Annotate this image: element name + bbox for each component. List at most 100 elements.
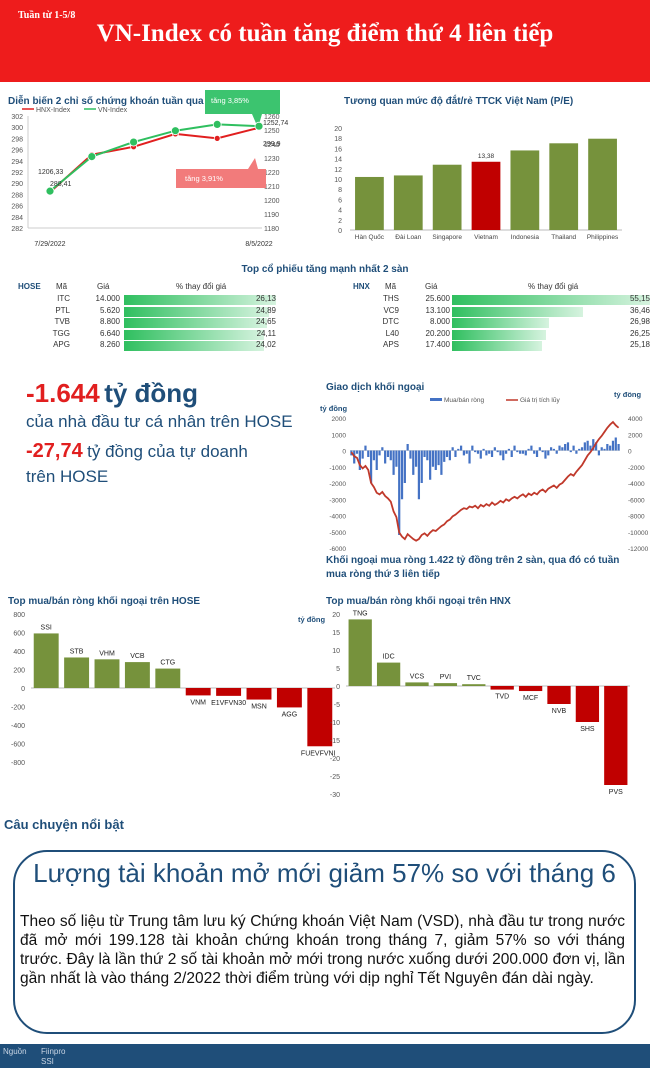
flow-y-tick: 15 [332,630,340,637]
pe-y-tick: 10 [334,177,342,184]
foreign-net-bar [513,445,516,451]
foreign-net-bar [454,450,457,457]
flow-category-label: TVD [495,694,509,701]
stock-code: TVB [54,317,70,326]
foreign-net-bar [443,450,446,462]
foreign-net-bar [372,450,376,461]
flow-bar [604,686,628,785]
foreign-net-bar [420,450,423,483]
flow-category-label: MCF [523,695,538,702]
foreign-net-bar [530,445,533,451]
foreign-left-unit: tỷ đồng [320,404,347,413]
flow-y-tick: 5 [336,666,340,673]
pe-category-label: Hàn Quốc [355,232,385,241]
individual-value: -1.644 [26,378,100,408]
hose-exchange-label: HOSE [18,282,41,291]
foreign-net-bar [355,450,359,454]
foreign-net-bar [507,448,511,451]
stock-change-value: 55,15 [629,294,650,303]
stock-change-value: 24,11 [256,328,276,338]
index-right-tick: 1220 [264,170,280,177]
foreign-net-bar [580,447,584,451]
hose-flow-chart: -800 -600 -400 -200 0 200 400 600 800 tỷ đồng SSI S… [11,612,335,767]
foreign-net-bar [589,445,592,451]
index-right-tick: 1230 [264,156,280,163]
foreign-net-bar [429,450,432,480]
flow-category-label: FUEVFVND [301,750,335,757]
pe-value-label: 13,38 [478,153,495,160]
foreign-net-bar [564,444,567,451]
flow-category-label: VHM [99,650,115,657]
index-left-tick: 296 [11,148,23,155]
stock-price: 20.200 [425,328,450,338]
foreign-net-bar [586,440,589,451]
index-right-tick: 1210 [264,184,280,191]
hnx-col-price: Giá [425,282,438,291]
flow-y-tick: 400 [13,649,25,656]
flow-unit: tỷ đồng [298,615,325,624]
foreign-net-bar [474,450,477,453]
index-left-tick: 286 [11,204,23,211]
individual-unit: tỷ đồng [104,378,199,408]
stock-price: 8.000 [429,317,450,326]
index-right-tick: 1190 [264,212,279,219]
foreign-net-bar [389,450,392,461]
hose-col-price: Giá [97,282,110,291]
week-label: Tuần từ 1-5/8 [18,10,76,21]
foreign-net-bar [496,450,499,453]
hnx-change-label: tăng 3,91% [185,174,223,183]
foreign-net-bar [519,450,522,454]
index-point-vn [45,186,55,196]
flow-category-label: STB [70,648,84,655]
stock-change-bar [452,306,583,317]
pe-category-label: Indonesia [511,234,540,241]
foreign-net-bar [485,450,488,456]
foreign-net-bar [482,448,485,451]
foreign-net-bar [361,450,364,459]
flow-bar [155,668,181,688]
individual-desc: của nhà đầu tư cá nhân trên HOSE [26,412,293,431]
index-right-tick: 1200 [264,198,280,205]
stock-code: DTC [382,317,399,326]
flow-bar [94,659,120,688]
flow-y-tick: -400 [11,723,25,730]
pe-y-tick: 4 [338,208,342,215]
hose-col-change: % thay đổi giá [176,282,227,291]
pe-bar [588,138,617,230]
stock-price: 8.260 [99,340,120,349]
legend-vn-label: VN-Index [98,107,128,114]
foreign-net-bar [434,450,437,470]
top-stocks-title: Top cổ phiếu tăng mạnh nhất 2 sàn [241,264,409,275]
stock-change-value: 24,02 [255,340,276,349]
pe-category-label: Đài Loan [395,234,421,241]
foreign-net-bar [445,450,449,457]
foreign-net-bar [606,444,609,451]
foreign-net-bar [592,439,595,451]
story-title: Lượng tài khoản mở mới giảm 57% so với t… [33,858,616,888]
foreign-net-bar [549,447,553,451]
footer-sources: Fiinpro SSI [41,1047,65,1067]
foreign-net-bar [457,448,460,451]
pe-y-tick: 6 [338,197,342,204]
vn-end-label: 1252,74 [263,120,288,127]
stock-code: PTL [55,305,70,315]
foreign-net-bar [614,437,617,451]
flow-bar [33,633,59,688]
flow-bar [518,686,543,692]
page-title: VN-Index có tuần tăng điểm thứ 4 liên ti… [96,20,554,47]
flow-bar [307,688,333,747]
story-body: Theo số liệu từ Trung tâm lưu ký Chứng k… [20,913,625,987]
stock-change-bar [452,318,549,328]
hnx-top-table: HNX Mã Giá % thay đổi giá THS 25.600 55,15… [325,282,650,354]
prop-value: -27,74 [26,440,83,462]
index-left-tick: 290 [11,181,23,188]
source-fiinpro: Fiinpro [41,1047,66,1056]
prop-desc-line2: trên HOSE [26,467,109,486]
foreign-net-bar [414,450,418,467]
foreign-net-bar [364,445,367,451]
foreign-net-bar [395,450,398,467]
index-left-tick: 284 [11,215,23,222]
foreign-left-tick: -4000 [329,514,346,521]
flow-category-label: E1VFVN30 [211,700,246,707]
story-section-title: Câu chuyện nổi bật [4,817,124,832]
